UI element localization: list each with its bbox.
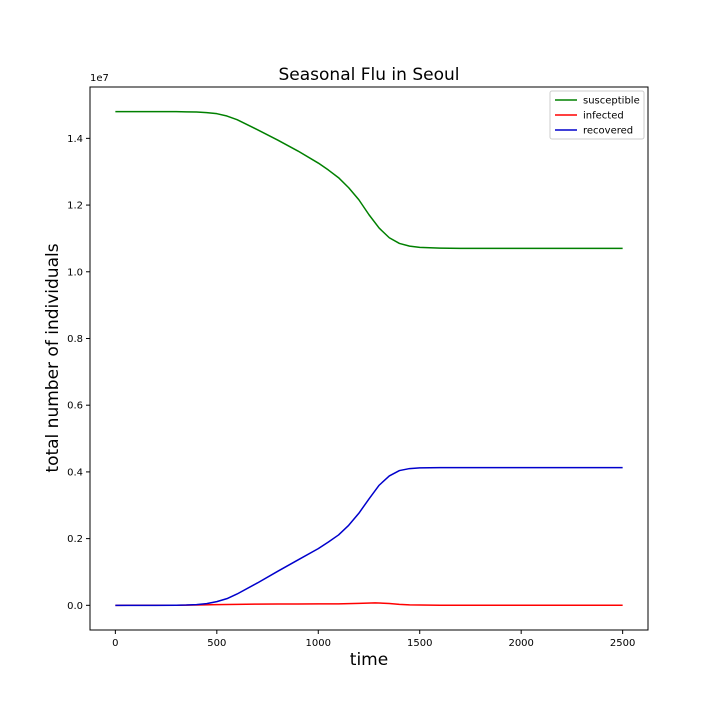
legend: susceptible infected recovered xyxy=(549,90,645,140)
legend-label-susceptible: susceptible xyxy=(583,96,640,107)
chart-title: Seasonal Flu in Seoul xyxy=(279,65,460,85)
y-tick-label: 1.2 xyxy=(67,201,83,212)
y-tick-label: 0.8 xyxy=(67,334,83,345)
y-tick-label: 0.2 xyxy=(67,534,83,545)
legend-label-infected: infected xyxy=(583,111,624,122)
x-axis-label: time xyxy=(350,650,388,670)
y-axis-offset-label: 1e7 xyxy=(90,73,109,84)
plot-frame xyxy=(89,86,649,631)
x-tick-label: 500 xyxy=(207,638,226,649)
y-tick-label: 0.0 xyxy=(67,601,83,612)
series-lines xyxy=(115,110,623,607)
y-tick-label: 1.0 xyxy=(67,267,83,278)
legend-label-recovered: recovered xyxy=(583,126,633,137)
x-tick-label: 2000 xyxy=(508,638,533,649)
series-line-recovered xyxy=(115,466,623,607)
legend-box xyxy=(549,90,645,140)
series-line-infected xyxy=(115,602,623,607)
x-tick-label: 1500 xyxy=(407,638,432,649)
y-tick-label: 0.6 xyxy=(67,401,83,412)
x-tick-label: 2500 xyxy=(610,638,635,649)
y-tick-label: 0.4 xyxy=(67,467,83,478)
y-axis-label: total number of individuals xyxy=(43,243,63,472)
axis-ticks: 0 500 1000 1500 2000 2500 0.0 0.2 0.4 0.6 0.8 1.0 1.… xyxy=(67,134,635,649)
x-tick-label: 0 xyxy=(112,638,118,649)
series-line-susceptible xyxy=(115,110,623,250)
x-tick-label: 1000 xyxy=(306,638,331,649)
y-tick-label: 1.4 xyxy=(67,134,83,145)
